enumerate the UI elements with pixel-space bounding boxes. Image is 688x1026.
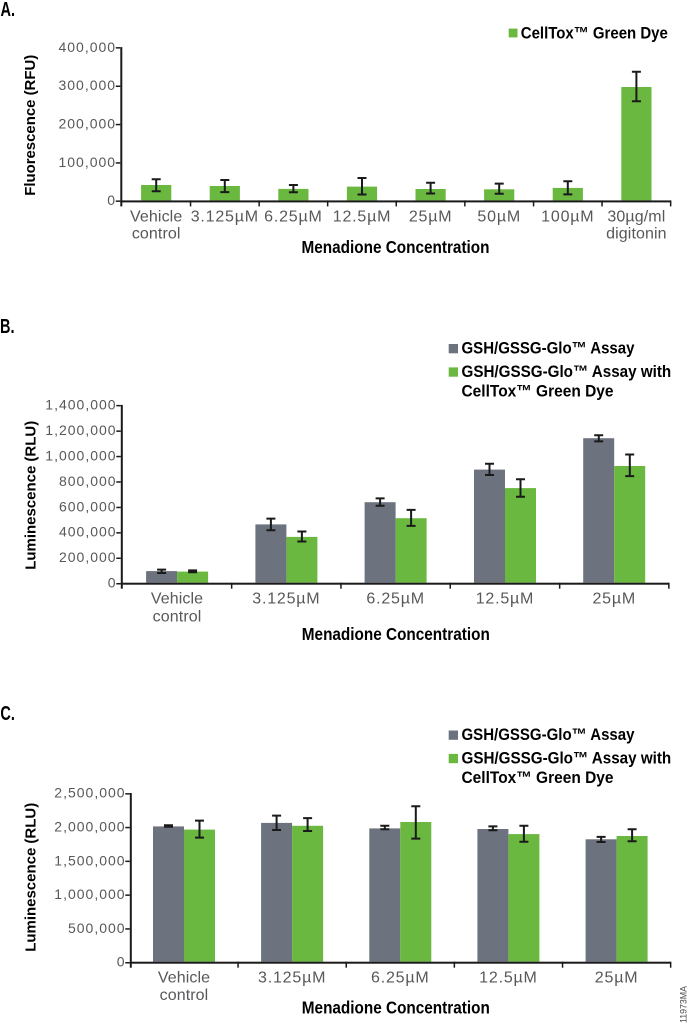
svg-text:200,000: 200,000 bbox=[59, 549, 117, 565]
svg-text:400,000: 400,000 bbox=[58, 39, 116, 55]
svg-text:100,000: 100,000 bbox=[58, 154, 116, 170]
svg-text:12.5µM: 12.5µM bbox=[479, 970, 538, 987]
svg-text:C.: C. bbox=[0, 703, 15, 725]
svg-text:GSH/GSSG-Glo™ Assay with: GSH/GSSG-Glo™ Assay with bbox=[462, 748, 672, 767]
svg-text:2,000,000: 2,000,000 bbox=[54, 818, 125, 834]
svg-text:400,000: 400,000 bbox=[59, 524, 117, 540]
svg-text:1,000,000: 1,000,000 bbox=[54, 886, 125, 902]
svg-text:800,000: 800,000 bbox=[59, 473, 117, 489]
svg-text:25µM: 25µM bbox=[592, 591, 636, 608]
svg-text:Luminescence (RLU): Luminescence (RLU) bbox=[23, 421, 40, 570]
svg-text:CellTox™ Green Dye: CellTox™ Green Dye bbox=[521, 23, 668, 42]
svg-text:25µM: 25µM bbox=[409, 208, 453, 225]
svg-text:Fluorescence (RFU): Fluorescence (RFU) bbox=[22, 55, 39, 196]
svg-text:600,000: 600,000 bbox=[59, 498, 117, 514]
svg-text:Menadione Concentration: Menadione Concentration bbox=[302, 998, 490, 1018]
svg-text:0: 0 bbox=[108, 575, 117, 591]
svg-text:Luminescence (RLU): Luminescence (RLU) bbox=[23, 803, 40, 952]
svg-text:Vehicle: Vehicle bbox=[151, 591, 203, 608]
svg-text:3.125µM: 3.125µM bbox=[191, 208, 259, 225]
svg-text:B.: B. bbox=[0, 316, 15, 338]
svg-text:200,000: 200,000 bbox=[58, 116, 116, 132]
svg-text:50µM: 50µM bbox=[477, 208, 521, 225]
svg-text:GSH/GSSG-Glo™ Assay: GSH/GSSG-Glo™ Assay bbox=[462, 725, 636, 744]
svg-text:Vehicle: Vehicle bbox=[130, 208, 182, 225]
svg-text:CellTox™ Green Dye: CellTox™ Green Dye bbox=[462, 768, 614, 787]
svg-text:GSH/GSSG-Glo™ Assay: GSH/GSSG-Glo™ Assay bbox=[462, 339, 636, 358]
svg-text:6.25µM: 6.25µM bbox=[264, 208, 323, 225]
svg-text:3.125µM: 3.125µM bbox=[258, 970, 326, 987]
svg-text:11973MA: 11973MA bbox=[679, 986, 688, 1023]
svg-text:300,000: 300,000 bbox=[58, 77, 116, 93]
svg-text:100µM: 100µM bbox=[541, 208, 594, 225]
svg-text:6.25µM: 6.25µM bbox=[366, 591, 425, 608]
svg-text:Menadione Concentration: Menadione Concentration bbox=[302, 237, 490, 257]
svg-text:0: 0 bbox=[117, 954, 126, 970]
svg-text:30µg/ml: 30µg/ml bbox=[607, 208, 665, 225]
svg-text:12.5µM: 12.5µM bbox=[333, 208, 392, 225]
svg-text:1,200,000: 1,200,000 bbox=[45, 422, 116, 438]
svg-text:control: control bbox=[153, 608, 202, 625]
svg-text:A.: A. bbox=[1, 0, 16, 21]
svg-text:500,000: 500,000 bbox=[68, 920, 126, 936]
svg-text:Menadione Concentration: Menadione Concentration bbox=[302, 624, 490, 644]
svg-text:0: 0 bbox=[107, 192, 116, 208]
svg-text:1,400,000: 1,400,000 bbox=[45, 397, 116, 413]
svg-text:25µM: 25µM bbox=[595, 970, 639, 987]
svg-text:digitonin: digitonin bbox=[606, 226, 667, 243]
svg-text:control: control bbox=[132, 226, 181, 243]
svg-text:CellTox™ Green Dye: CellTox™ Green Dye bbox=[462, 382, 614, 401]
svg-text:3.125µM: 3.125µM bbox=[252, 591, 320, 608]
svg-text:1,000,000: 1,000,000 bbox=[45, 447, 116, 463]
svg-text:2,500,000: 2,500,000 bbox=[54, 785, 125, 801]
svg-text:GSH/GSSG-Glo™ Assay with: GSH/GSSG-Glo™ Assay with bbox=[462, 362, 672, 381]
svg-text:control: control bbox=[160, 987, 209, 1004]
svg-text:Vehicle: Vehicle bbox=[158, 970, 210, 987]
svg-text:6.25µM: 6.25µM bbox=[371, 970, 430, 987]
svg-text:12.5µM: 12.5µM bbox=[476, 591, 535, 608]
svg-text:1,500,000: 1,500,000 bbox=[54, 852, 125, 868]
